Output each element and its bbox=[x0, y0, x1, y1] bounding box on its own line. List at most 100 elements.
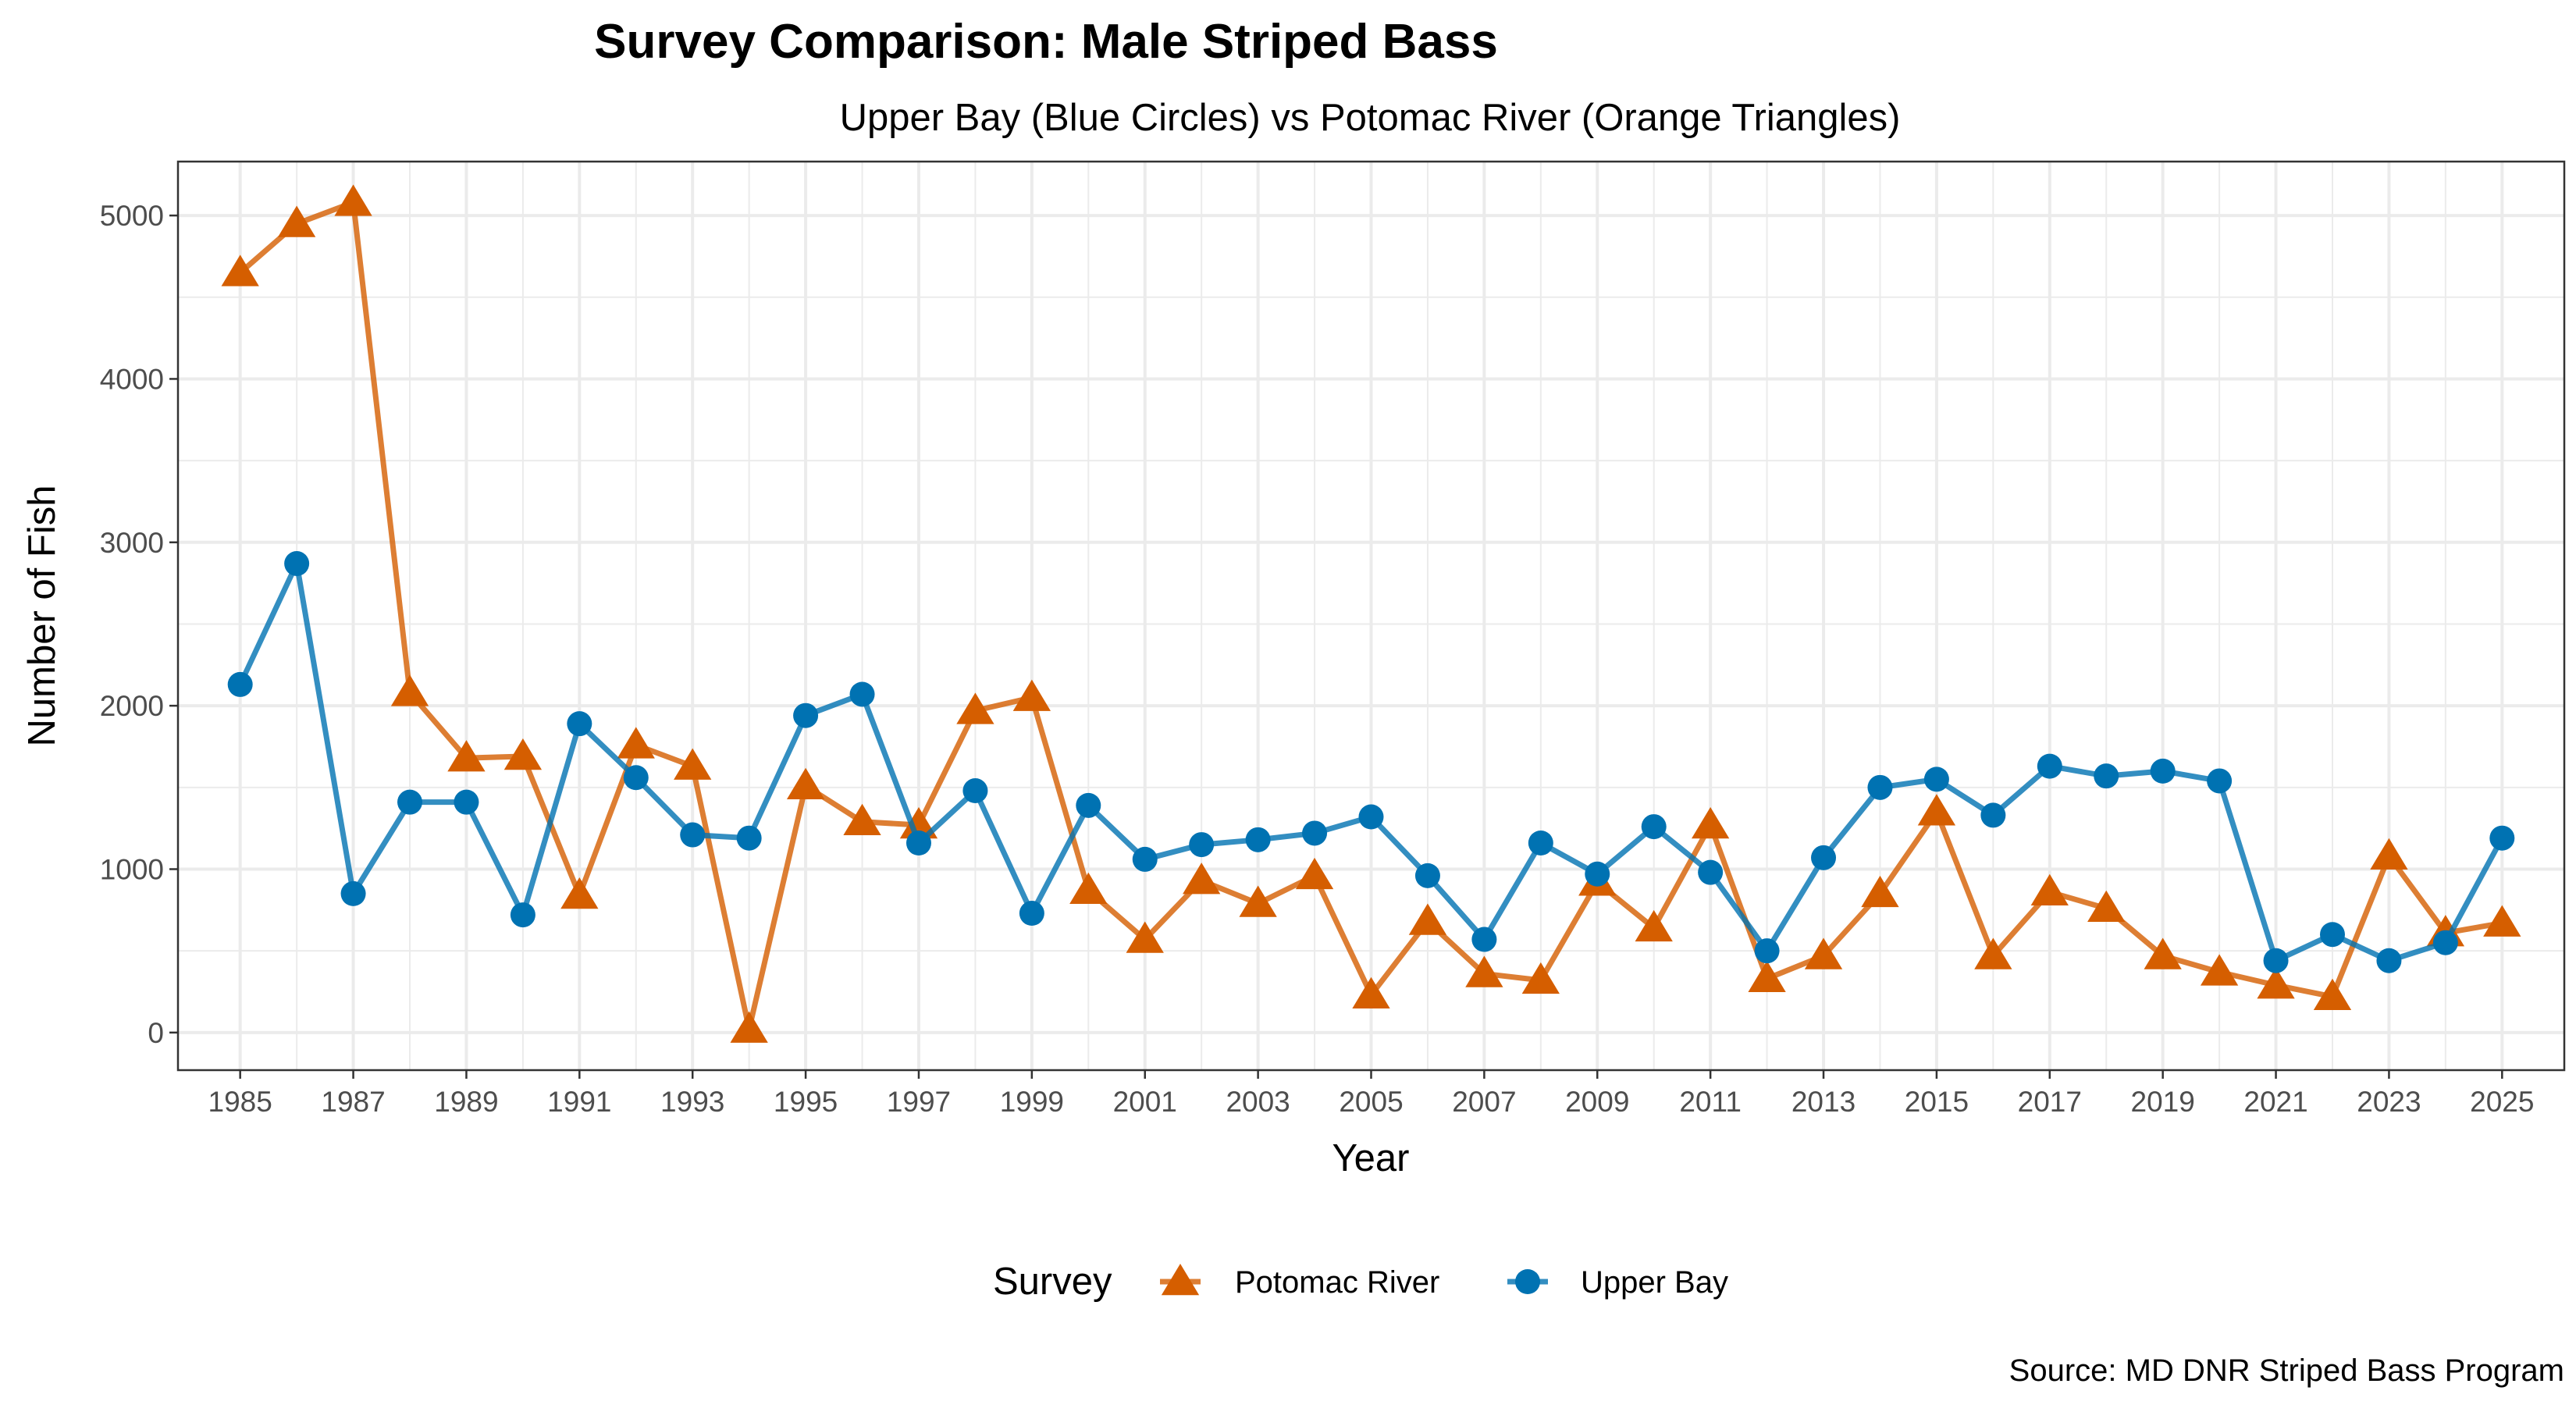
axes: 0 1000 2000 3000 4000 5000 1985 1987 1989 1991 199… bbox=[100, 200, 2535, 1118]
data-point bbox=[1126, 921, 1164, 953]
x-tick-label: 2015 bbox=[1905, 1086, 1969, 1118]
data-point bbox=[680, 822, 706, 848]
data-point bbox=[2094, 763, 2119, 789]
data-point bbox=[2257, 967, 2295, 999]
x-tick-label: 2017 bbox=[2018, 1086, 2082, 1118]
data-point bbox=[454, 789, 479, 815]
x-tick-label: 2013 bbox=[1791, 1086, 1856, 1118]
x-tick-label: 1997 bbox=[887, 1086, 951, 1118]
data-point bbox=[793, 702, 819, 728]
data-point bbox=[1585, 861, 1610, 887]
data-point bbox=[2144, 937, 2182, 969]
data-point bbox=[2319, 922, 2345, 948]
legend: Survey Potomac River Upper Bay bbox=[993, 1261, 1728, 1303]
x-tick-label: 1985 bbox=[208, 1086, 272, 1118]
chart-title: Survey Comparison: Male Striped Bass bbox=[594, 15, 1498, 69]
data-point bbox=[2030, 873, 2069, 906]
data-point bbox=[1414, 863, 1440, 888]
x-tick-label: 2023 bbox=[2357, 1086, 2421, 1118]
x-tick-label: 2001 bbox=[1113, 1086, 1177, 1118]
data-point bbox=[674, 748, 712, 780]
data-point bbox=[2432, 930, 2458, 955]
data-point bbox=[1358, 804, 1384, 830]
data-point bbox=[2207, 768, 2233, 794]
y-tick-label: 2000 bbox=[100, 690, 164, 722]
data-point bbox=[1641, 814, 1667, 840]
legend-item: Potomac River bbox=[1160, 1264, 1439, 1300]
data-point bbox=[1917, 794, 1956, 826]
circle-marker-icon bbox=[1515, 1269, 1540, 1294]
x-tick-label: 1991 bbox=[547, 1086, 611, 1118]
data-point bbox=[2489, 825, 2515, 851]
x-tick-label: 2007 bbox=[1452, 1086, 1516, 1118]
data-point bbox=[227, 671, 253, 697]
data-point bbox=[2150, 758, 2176, 784]
data-point bbox=[567, 711, 592, 737]
triangle-marker-icon bbox=[1161, 1264, 1200, 1296]
data-point bbox=[1528, 831, 1553, 855]
x-tick-label: 2005 bbox=[1339, 1086, 1403, 1118]
x-tick-label: 2019 bbox=[2131, 1086, 2195, 1118]
data-point bbox=[906, 831, 931, 855]
data-point bbox=[1408, 903, 1447, 935]
data-point bbox=[2376, 948, 2402, 973]
data-point bbox=[1465, 955, 1503, 987]
data-point bbox=[1980, 802, 2006, 828]
data-point bbox=[1748, 960, 1786, 993]
data-point bbox=[1811, 845, 1837, 870]
data-point bbox=[1132, 846, 1158, 872]
data-point bbox=[786, 767, 825, 799]
data-point bbox=[1302, 820, 1328, 846]
legend-label: Potomac River bbox=[1235, 1265, 1439, 1300]
data-point bbox=[849, 681, 875, 707]
data-point bbox=[503, 738, 543, 770]
x-tick-label: 2009 bbox=[1565, 1086, 1629, 1118]
chart-subtitle: Upper Bay (Blue Circles) vs Potomac Rive… bbox=[840, 97, 1901, 139]
data-point bbox=[397, 789, 423, 815]
y-tick-label: 0 bbox=[148, 1017, 164, 1049]
data-point bbox=[221, 254, 259, 286]
data-point bbox=[2483, 905, 2521, 937]
data-point bbox=[736, 825, 762, 851]
x-tick-label: 1999 bbox=[1000, 1086, 1064, 1118]
legend-title: Survey bbox=[993, 1261, 1112, 1303]
data-point bbox=[1754, 938, 1780, 964]
x-tick-label: 2003 bbox=[1226, 1086, 1290, 1118]
y-tick-label: 4000 bbox=[100, 363, 164, 395]
data-point bbox=[1012, 679, 1051, 711]
data-point bbox=[1069, 872, 1108, 904]
y-axis-title: Number of Fish bbox=[21, 486, 63, 747]
data-point bbox=[623, 765, 649, 791]
data-point bbox=[334, 184, 372, 216]
data-point bbox=[510, 902, 535, 928]
x-axis-title: Year bbox=[1332, 1137, 1409, 1179]
series-potomac-river bbox=[221, 184, 2521, 1043]
data-point bbox=[1861, 875, 1899, 908]
data-point bbox=[2087, 890, 2126, 922]
legend-label: Upper Bay bbox=[1581, 1265, 1728, 1300]
data-point bbox=[1804, 937, 1843, 969]
data-point bbox=[1245, 827, 1271, 852]
data-point bbox=[2263, 948, 2289, 973]
gridlines bbox=[178, 162, 2564, 1070]
x-tick-label: 1993 bbox=[660, 1086, 724, 1118]
data-point bbox=[2370, 838, 2408, 870]
data-point bbox=[2200, 954, 2239, 986]
data-point bbox=[617, 727, 655, 759]
data-point bbox=[447, 740, 486, 772]
x-tick-label: 2021 bbox=[2243, 1086, 2307, 1118]
x-tick-label: 1989 bbox=[434, 1086, 498, 1118]
data-point bbox=[1189, 832, 1215, 858]
x-tick-label: 2011 bbox=[1679, 1086, 1742, 1118]
source-caption: Source: MD DNR Striped Bass Program bbox=[2009, 1353, 2564, 1388]
y-tick-label: 3000 bbox=[100, 527, 164, 559]
data-point bbox=[1471, 927, 1497, 952]
data-point bbox=[730, 1011, 768, 1043]
data-point bbox=[1352, 976, 1390, 1008]
data-point bbox=[843, 803, 881, 836]
data-point bbox=[1923, 767, 1949, 792]
y-tick-label: 1000 bbox=[100, 853, 164, 885]
data-point bbox=[2313, 978, 2352, 1011]
data-point bbox=[1239, 885, 1277, 917]
